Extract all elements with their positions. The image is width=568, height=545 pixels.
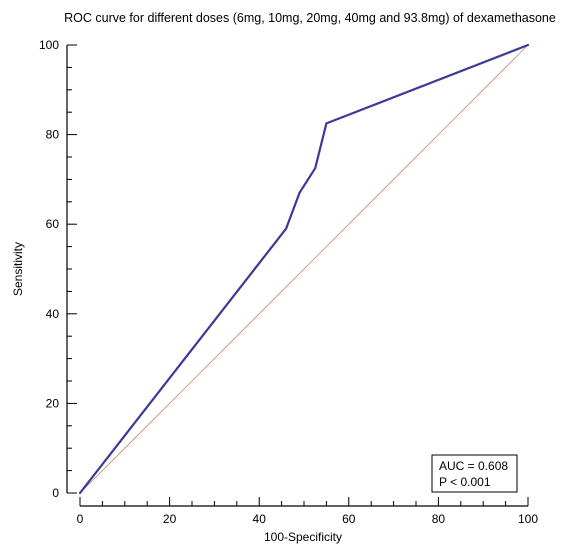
y-axis-ticks: 0 20 40 60 80 100 bbox=[39, 38, 77, 500]
y-tick-label: 80 bbox=[46, 128, 60, 142]
auc-text: AUC = 0.608 bbox=[439, 459, 508, 473]
x-tick-label: 80 bbox=[432, 512, 446, 526]
reference-diagonal-line bbox=[79, 44, 529, 494]
x-tick-label: 100 bbox=[518, 512, 538, 526]
x-tick-label: 60 bbox=[342, 512, 356, 526]
y-tick-label: 40 bbox=[46, 307, 60, 321]
chart-title: ROC curve for different doses (6mg, 10mg… bbox=[64, 11, 556, 25]
legend-frame bbox=[431, 454, 518, 493]
y-axis-label: Sensitivity bbox=[11, 242, 25, 296]
x-axis-label: 100-Specificity bbox=[264, 530, 342, 544]
x-axis-ticks: 0 20 40 60 80 100 bbox=[77, 497, 538, 526]
x-tick-label: 40 bbox=[253, 512, 267, 526]
roc-curve-line bbox=[78, 43, 530, 495]
y-tick-label: 100 bbox=[39, 38, 59, 52]
auc-legend-box: AUC = 0.608 P < 0.001 bbox=[431, 454, 518, 493]
y-tick-label: 60 bbox=[46, 217, 60, 231]
p-value-text: P < 0.001 bbox=[439, 475, 491, 489]
y-tick-label: 0 bbox=[52, 486, 59, 500]
x-tick-label: 20 bbox=[163, 512, 177, 526]
x-tick-label: 0 bbox=[77, 512, 84, 526]
series-layer bbox=[78, 43, 530, 495]
y-tick-label: 20 bbox=[46, 396, 60, 410]
